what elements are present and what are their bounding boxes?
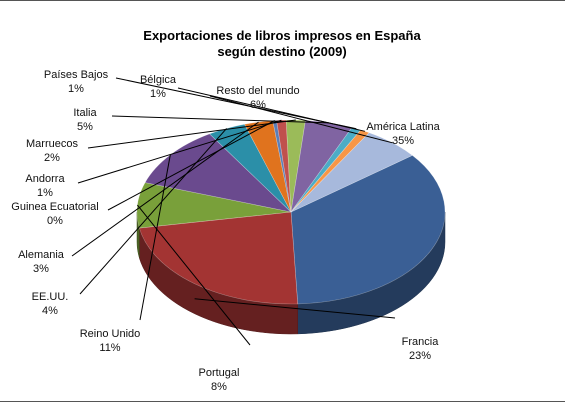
top-border [0,0,565,1]
chart-title-line-1: Exportaciones de libros impresos en Espa… [143,28,421,43]
slice-label-paises-bajos: Países Bajos [44,69,109,81]
slice-percent-resto-del-mundo: 6% [250,99,266,111]
slice-label-francia: Francia [402,336,440,348]
slice-percent-reino-unido: 11% [99,342,120,354]
slice-label-reino-unido: Reino Unido [80,328,141,340]
leader-line-portugal [137,204,251,346]
pie-slice-america-latina [290,155,446,305]
slice-percent-ee-uu: 4% [42,305,58,317]
slice-label-andorra: Andorra [25,173,65,185]
slice-percent-alemania: 3% [33,263,49,275]
slice-percent-italia: 5% [77,121,93,133]
leader-line-alemania [71,121,259,257]
leader-line-belgica [177,87,366,132]
slice-label-america-latina: América Latina [366,121,440,133]
leader-line-guinea-ecuatorial [107,120,275,211]
bottom-border [0,401,565,402]
leader-line-marruecos [87,119,296,149]
leader-line-francia [194,298,396,319]
pie-slice-francia [138,211,299,305]
leader-line-resto-del-mundo [209,95,393,144]
slice-percent-marruecos: 2% [44,152,60,164]
slice-percent-america-latina: 35% [392,135,414,147]
chart-title-line-2: según destino (2009) [217,44,346,59]
leader-line-reino-unido [139,154,171,321]
slice-label-alemania: Alemania [18,249,65,261]
slice-label-marruecos: Marruecos [26,138,78,150]
slice-label-italia: Italia [73,107,97,119]
slice-percent-portugal: 8% [211,381,227,393]
slice-label-resto-del-mundo: Resto del mundo [216,85,299,97]
slice-label-belgica: Bélgica [140,74,177,86]
slice-percent-guinea-ecuatorial: 0% [47,215,63,227]
leader-line-ee-uu [79,128,227,295]
slice-label-ee-uu: EE.UU. [32,291,69,303]
slice-percent-paises-bajos: 1% [68,83,84,95]
slice-label-portugal: Portugal [199,367,240,379]
slice-percent-andorra: 1% [37,187,53,199]
slice-label-guinea-ecuatorial: Guinea Ecuatorial [11,201,98,213]
leader-line-andorra [77,119,282,184]
leader-line-italia [111,115,330,124]
slice-percent-francia: 23% [409,350,431,362]
slice-percent-belgica: 1% [150,88,166,100]
pie-slice-resto-del-mundo [290,132,413,213]
